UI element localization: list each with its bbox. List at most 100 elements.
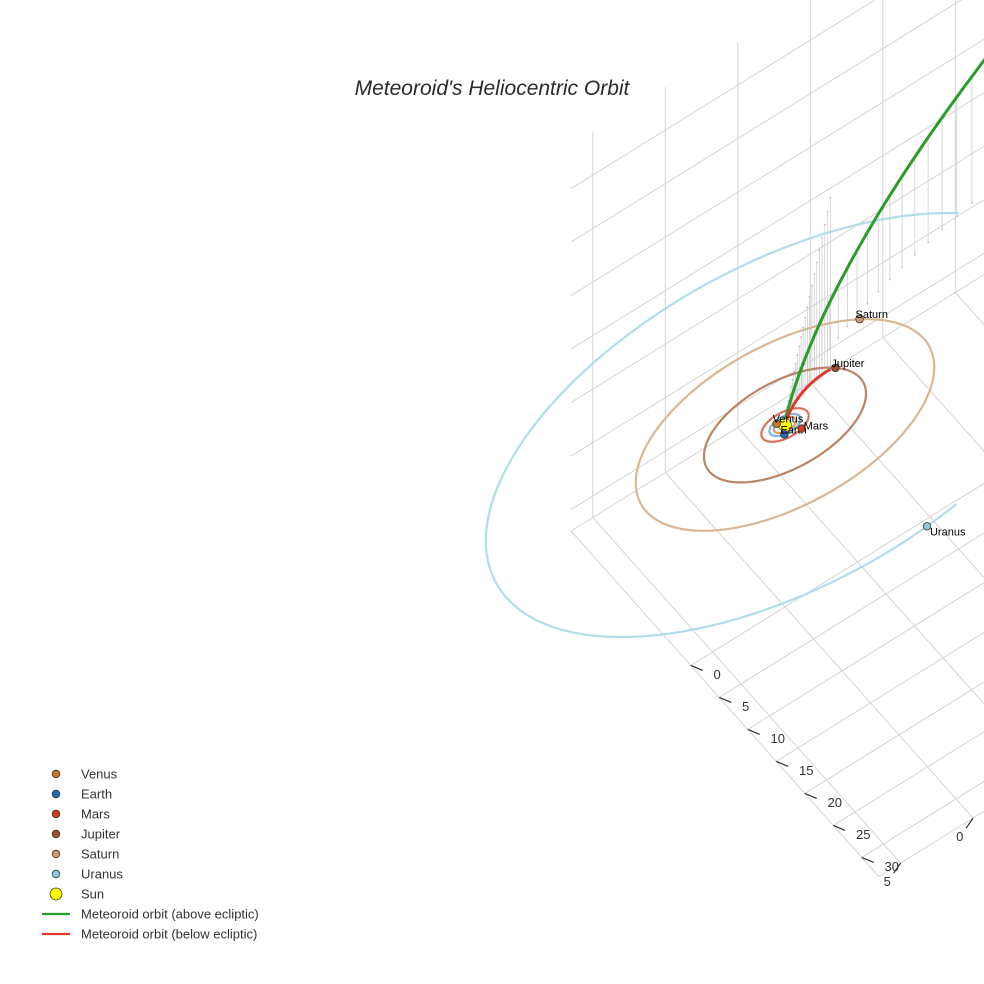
legend-swatch bbox=[51, 829, 61, 839]
legend-label[interactable]: Earth bbox=[81, 787, 112, 802]
y-tick-label: 20 bbox=[828, 795, 842, 810]
y-tick-label: 5 bbox=[742, 699, 749, 714]
projection-dot bbox=[804, 316, 807, 319]
projection-dot bbox=[888, 278, 891, 281]
planet-marker-uranus bbox=[922, 522, 932, 531]
legend-label[interactable]: Venus bbox=[81, 767, 118, 782]
grid-line-z-back bbox=[570, 92, 984, 350]
legend-label[interactable]: Jupiter bbox=[81, 827, 121, 842]
projection-dot bbox=[815, 261, 818, 264]
box-edge bbox=[878, 810, 984, 878]
projection-dot bbox=[837, 336, 840, 339]
legend-swatch bbox=[51, 789, 61, 799]
y-tick-label-mark bbox=[804, 792, 817, 799]
projection-dot bbox=[955, 215, 958, 218]
meteoroid-orbit-above bbox=[779, 57, 984, 437]
grid-line-z-back bbox=[570, 252, 984, 511]
projection-dot bbox=[793, 370, 795, 373]
projection-dot bbox=[970, 202, 973, 204]
projection-dot bbox=[806, 306, 809, 309]
projection-dot bbox=[813, 273, 816, 275]
projection-dot bbox=[788, 393, 791, 395]
legend-label[interactable]: Sun bbox=[81, 887, 104, 902]
grid-line-x-floor bbox=[809, 382, 984, 579]
legend-label[interactable]: Mars bbox=[81, 807, 110, 822]
projection-dot bbox=[821, 236, 823, 239]
planet-label-venus: Venus bbox=[773, 414, 804, 426]
legend-label[interactable]: Saturn bbox=[81, 847, 119, 862]
projection-dot bbox=[866, 302, 869, 305]
planet-marker-earth bbox=[780, 430, 789, 439]
y-tick-label-mark bbox=[747, 728, 760, 735]
planet-marker-jupiter bbox=[831, 363, 840, 373]
y-tick-label-mark bbox=[719, 696, 732, 703]
projection-dot bbox=[794, 362, 797, 365]
orbit-jupiter bbox=[702, 366, 868, 484]
projection-dot bbox=[846, 325, 849, 328]
legend-swatch bbox=[49, 887, 63, 901]
grid-line-y-floor bbox=[718, 532, 984, 698]
axis-ticks: −25−20−15−10−505051015202530−15−10−50510… bbox=[690, 664, 974, 889]
legend-swatch bbox=[51, 769, 61, 779]
y-tick-label-mark bbox=[861, 856, 874, 863]
planet-label-mars: Mars bbox=[804, 421, 829, 433]
grid-line-y-floor bbox=[690, 482, 984, 666]
projection-dot bbox=[823, 223, 826, 226]
y-tick-label-mark bbox=[776, 760, 789, 767]
planet-label-saturn: Saturn bbox=[856, 309, 888, 321]
projection-dot bbox=[901, 266, 903, 269]
planet-marker-mars bbox=[797, 424, 806, 433]
projection-dot bbox=[941, 228, 944, 231]
projection-dot bbox=[798, 345, 801, 348]
grid-line-z-back bbox=[570, 199, 984, 457]
legend-label[interactable]: Uranus bbox=[81, 867, 123, 882]
projection-dot bbox=[796, 354, 799, 357]
grid-line-y-floor bbox=[804, 681, 984, 794]
projection-dot bbox=[913, 253, 916, 256]
orbit-uranus bbox=[484, 211, 959, 639]
x-tick-label-mark bbox=[893, 862, 902, 874]
projection-dot bbox=[811, 284, 813, 287]
y-tick-label-mark bbox=[833, 824, 846, 831]
planet-marker-saturn bbox=[855, 314, 864, 324]
projection-dot bbox=[826, 210, 829, 213]
projection-dot bbox=[791, 378, 794, 381]
projection-dot bbox=[800, 336, 803, 338]
chart-title: Meteoroid's Heliocentric Orbit bbox=[355, 77, 631, 100]
projection-dot bbox=[927, 241, 930, 244]
projection-dot bbox=[877, 290, 880, 293]
grid-line-x-floor bbox=[737, 427, 984, 705]
legend-swatch bbox=[51, 809, 61, 819]
box-edge bbox=[570, 274, 984, 532]
grid-line-z-back bbox=[570, 145, 984, 404]
x-tick-label: 5 bbox=[884, 874, 891, 889]
grid-line-y-floor bbox=[832, 731, 984, 826]
legend-label[interactable]: Meteoroid orbit (below ecliptic) bbox=[81, 927, 257, 942]
grid-line-y-floor bbox=[775, 631, 984, 762]
x-tick-label: 0 bbox=[956, 829, 963, 844]
grid-line-y-floor bbox=[747, 582, 984, 730]
grid-line-y-floor bbox=[861, 780, 984, 858]
planet-label-uranus: Uranus bbox=[930, 526, 966, 538]
legend[interactable]: Venus Earth Mars Jupiter Saturn Uranus Sun Mete… bbox=[42, 767, 259, 942]
grid-line-z-back bbox=[570, 38, 984, 297]
legend-label[interactable]: Meteoroid orbit (above ecliptic) bbox=[81, 907, 259, 922]
grid-planes bbox=[570, 0, 984, 878]
grid-line-x-floor bbox=[592, 517, 901, 864]
grid-line-x-floor bbox=[882, 337, 984, 452]
grid-line-z-back bbox=[570, 0, 876, 190]
planet-orbits bbox=[484, 211, 959, 639]
y-tick-label: 15 bbox=[799, 763, 813, 778]
orbit-mars bbox=[760, 407, 810, 443]
planet-label-jupiter: Jupiter bbox=[831, 358, 864, 370]
projection-dot bbox=[789, 386, 792, 388]
legend-swatch bbox=[51, 869, 61, 879]
projection-dot bbox=[829, 197, 832, 199]
grid-line-x-floor bbox=[954, 292, 984, 326]
y-tick-label: 30 bbox=[885, 859, 899, 874]
projection-dot bbox=[787, 399, 790, 402]
x-tick-label-mark bbox=[965, 817, 974, 829]
y-tick-label-mark bbox=[690, 664, 703, 671]
